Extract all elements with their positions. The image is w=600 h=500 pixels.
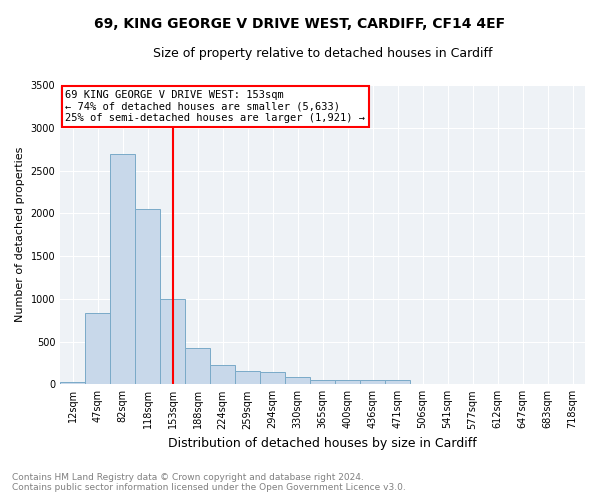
Y-axis label: Number of detached properties: Number of detached properties — [15, 147, 25, 322]
Bar — [210, 364, 235, 384]
Bar — [335, 380, 360, 384]
X-axis label: Distribution of detached houses by size in Cardiff: Distribution of detached houses by size … — [168, 437, 477, 450]
Bar — [160, 299, 185, 384]
Bar — [235, 370, 260, 384]
Bar — [185, 348, 210, 385]
Bar — [85, 314, 110, 384]
Bar — [110, 154, 135, 384]
Text: 69, KING GEORGE V DRIVE WEST, CARDIFF, CF14 4EF: 69, KING GEORGE V DRIVE WEST, CARDIFF, C… — [94, 18, 506, 32]
Bar — [385, 380, 410, 384]
Bar — [360, 380, 385, 384]
Bar — [285, 376, 310, 384]
Bar — [260, 372, 285, 384]
Bar — [135, 209, 160, 384]
Bar — [60, 382, 85, 384]
Text: Contains public sector information licensed under the Open Government Licence v3: Contains public sector information licen… — [12, 484, 406, 492]
Bar — [310, 380, 335, 384]
Text: Contains HM Land Registry data © Crown copyright and database right 2024.: Contains HM Land Registry data © Crown c… — [12, 474, 364, 482]
Text: 69 KING GEORGE V DRIVE WEST: 153sqm
← 74% of detached houses are smaller (5,633): 69 KING GEORGE V DRIVE WEST: 153sqm ← 74… — [65, 90, 365, 123]
Title: Size of property relative to detached houses in Cardiff: Size of property relative to detached ho… — [153, 48, 493, 60]
